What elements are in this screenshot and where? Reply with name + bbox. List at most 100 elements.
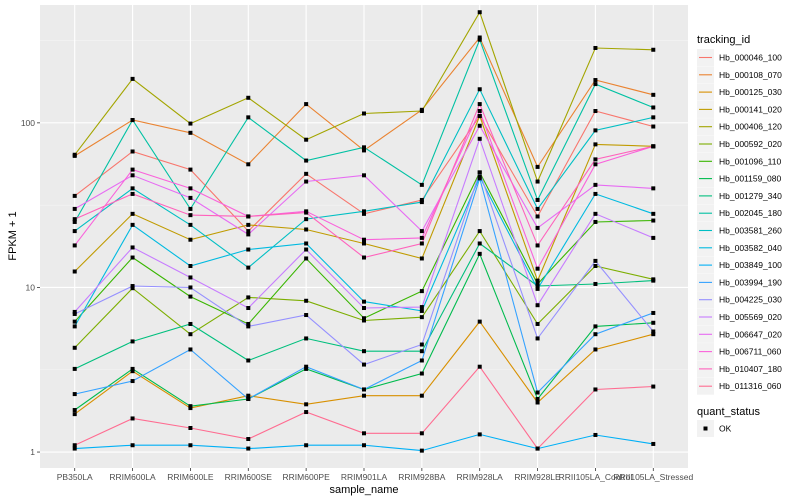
data-point [477, 102, 482, 107]
data-point [419, 182, 424, 187]
data-point [593, 142, 598, 147]
data-point [72, 269, 77, 274]
data-point [362, 318, 366, 323]
legend-label: Hb_001159_080 [719, 174, 782, 184]
data-point [304, 313, 309, 318]
data-point [188, 121, 193, 126]
x-axis: PB350LA RRIM600LA RRIM600LE RRIM600SE RRIM60… [57, 468, 693, 482]
data-point [593, 258, 598, 263]
data-point [535, 164, 540, 169]
data-point [362, 431, 366, 436]
data-point [72, 345, 77, 350]
data-point [593, 263, 598, 268]
data-point [477, 10, 482, 15]
legend-shape-item: OK [697, 420, 732, 437]
data-point [419, 305, 424, 310]
data-point [188, 167, 193, 172]
data-point [188, 321, 193, 326]
data-point [72, 217, 77, 222]
data-point [477, 229, 482, 234]
data-point [651, 124, 656, 129]
data-point [246, 222, 251, 227]
data-point [535, 206, 540, 211]
legend-item: Hb_003994_190 [697, 273, 782, 291]
legend-item: Hb_000108_070 [697, 66, 782, 84]
data-point [362, 148, 366, 153]
data-point [246, 324, 251, 329]
data-point [72, 366, 77, 371]
data-point [72, 412, 77, 417]
data-point [304, 158, 309, 163]
x-tick-label: RRIM600PE [283, 472, 331, 482]
data-point [535, 179, 540, 184]
data-point [130, 167, 135, 172]
data-point [419, 358, 424, 363]
legend-label: Hb_000108_070 [719, 70, 782, 80]
data-point [72, 193, 77, 198]
data-point [651, 115, 656, 120]
data-point [651, 384, 656, 389]
data-point [593, 109, 598, 114]
legend-item: Hb_004225_030 [697, 291, 782, 309]
data-point [477, 35, 482, 40]
legend-label: Hb_011316_060 [719, 381, 782, 391]
legend-item: Hb_000141_020 [697, 100, 782, 118]
legend-item: Hb_003582_040 [697, 239, 782, 257]
data-point [246, 295, 251, 300]
data-point [651, 47, 656, 52]
data-point [246, 306, 251, 311]
data-point [535, 281, 540, 286]
data-point [72, 408, 77, 413]
data-point [304, 443, 309, 448]
data-point [651, 186, 656, 191]
data-point [246, 115, 251, 120]
x-tick-label: RRIM928LA [457, 472, 504, 482]
data-point [651, 310, 656, 315]
data-point [246, 437, 251, 442]
data-point [246, 393, 251, 398]
data-point [72, 229, 77, 234]
data-point [246, 265, 251, 270]
data-point [304, 137, 309, 142]
data-point [477, 37, 482, 42]
square-point-icon [703, 426, 708, 431]
data-point [419, 393, 424, 398]
y-tick-label: 100 [21, 118, 35, 128]
data-point [593, 128, 598, 133]
legend-item: Hb_003849_100 [697, 256, 782, 274]
data-point [362, 173, 366, 178]
data-point [362, 241, 366, 246]
data-point [535, 197, 540, 202]
legend-label: Hb_003581_260 [719, 226, 782, 236]
x-tick-label: RRII105LA_Stressed [613, 472, 693, 482]
legend-label: Hb_003849_100 [719, 260, 782, 270]
x-tick-label: RRIM600LE [167, 472, 214, 482]
data-point [130, 76, 135, 81]
data-point [419, 229, 424, 234]
data-point [304, 402, 309, 407]
legend-label: Hb_000592_020 [719, 139, 782, 149]
data-point [72, 206, 77, 211]
data-point [362, 393, 366, 398]
data-point [246, 95, 251, 100]
legend-label: Hb_004225_030 [719, 295, 782, 305]
data-point [651, 235, 656, 240]
data-point [535, 243, 540, 248]
x-tick-label: RRIM600LA [109, 472, 156, 482]
data-point [72, 219, 77, 224]
data-point [535, 390, 540, 395]
legend-label: Hb_010407_180 [719, 364, 782, 374]
data-point [419, 256, 424, 261]
data-point [362, 387, 366, 392]
data-point [651, 144, 656, 149]
data-point [477, 114, 482, 119]
data-point [593, 347, 598, 352]
data-point [130, 443, 135, 448]
data-point [535, 397, 540, 402]
data-point [188, 195, 193, 200]
data-point [477, 251, 482, 256]
data-point [419, 200, 424, 205]
data-point [72, 243, 77, 248]
y-tick-label: 1 [30, 447, 35, 457]
data-point [651, 278, 656, 283]
